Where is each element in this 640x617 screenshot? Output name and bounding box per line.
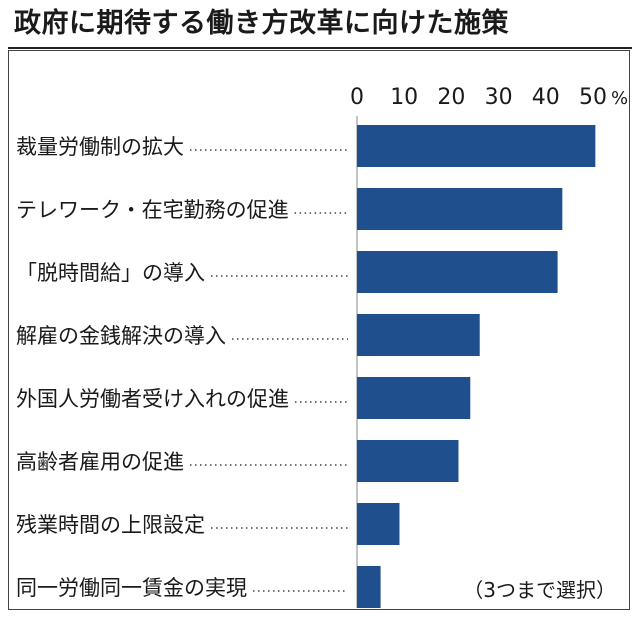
chart-frame <box>8 50 630 610</box>
bar <box>357 377 471 419</box>
x-tick-label: 20 <box>437 85 465 110</box>
chart-note: （3つまで選択） <box>463 578 616 602</box>
bar <box>357 503 400 545</box>
category-label: 残業時間の上限設定 <box>16 513 205 537</box>
category-label: 高齢者雇用の促進 <box>16 450 184 474</box>
category-label: 「脱時間給」の導入 <box>16 261 205 285</box>
x-unit-label: % <box>611 88 628 109</box>
chart-title: 政府に期待する働き方改革に向けた施策 <box>14 8 509 39</box>
bar <box>357 125 596 167</box>
category-label: テレワーク・在宅勤務の促進 <box>16 198 289 222</box>
bar <box>357 188 563 230</box>
x-tick-label: 30 <box>485 85 513 110</box>
x-tick-label: 10 <box>390 85 418 110</box>
bar <box>357 251 558 293</box>
category-label: 解雇の金銭解決の導入 <box>16 324 226 348</box>
category-label: 裁量労働制の拡大 <box>16 135 184 159</box>
category-label: 同一労働同一賃金の実現 <box>16 576 247 600</box>
bar <box>357 314 480 356</box>
bar <box>357 440 459 482</box>
x-tick-label: 40 <box>532 85 560 110</box>
x-tick-label: 0 <box>350 85 364 110</box>
x-tick-label: 50 <box>579 85 607 110</box>
category-label: 外国人労働者受け入れの促進 <box>16 387 289 411</box>
bar <box>357 566 381 608</box>
title-divider <box>8 47 632 49</box>
